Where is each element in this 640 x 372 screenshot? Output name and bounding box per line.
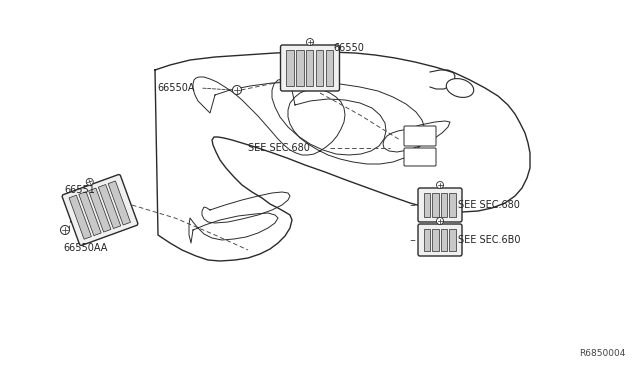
Bar [108, 181, 131, 225]
Bar [88, 188, 111, 232]
Text: 66550: 66550 [333, 43, 364, 53]
Text: R6850004: R6850004 [579, 349, 625, 358]
Text: 66550A: 66550A [157, 83, 195, 93]
Circle shape [86, 178, 93, 185]
Circle shape [232, 86, 241, 94]
Bar [99, 185, 121, 228]
Circle shape [307, 38, 314, 45]
Text: 66551: 66551 [64, 185, 95, 195]
FancyBboxPatch shape [62, 174, 138, 246]
Bar [433, 193, 439, 217]
Ellipse shape [446, 78, 474, 97]
Circle shape [61, 225, 70, 234]
Text: SEE SEC.6B0: SEE SEC.6B0 [458, 235, 520, 245]
FancyBboxPatch shape [418, 224, 462, 256]
Bar [433, 229, 439, 251]
Bar [316, 50, 323, 86]
Bar [441, 229, 447, 251]
Text: SEE SEC.680: SEE SEC.680 [248, 143, 310, 153]
Bar [424, 229, 430, 251]
Bar [424, 193, 430, 217]
Bar [326, 50, 333, 86]
Text: 66550AA: 66550AA [63, 243, 108, 253]
FancyBboxPatch shape [418, 188, 462, 222]
FancyBboxPatch shape [404, 126, 436, 146]
Text: SEE SEC.680: SEE SEC.680 [458, 200, 520, 210]
Bar [287, 50, 294, 86]
FancyBboxPatch shape [280, 45, 339, 91]
Circle shape [436, 218, 444, 224]
Bar [79, 192, 101, 235]
Bar [306, 50, 314, 86]
Bar [69, 195, 92, 239]
FancyBboxPatch shape [404, 148, 436, 166]
Bar [296, 50, 303, 86]
Bar [441, 193, 447, 217]
Bar [449, 193, 456, 217]
Circle shape [436, 182, 444, 189]
Bar [449, 229, 456, 251]
